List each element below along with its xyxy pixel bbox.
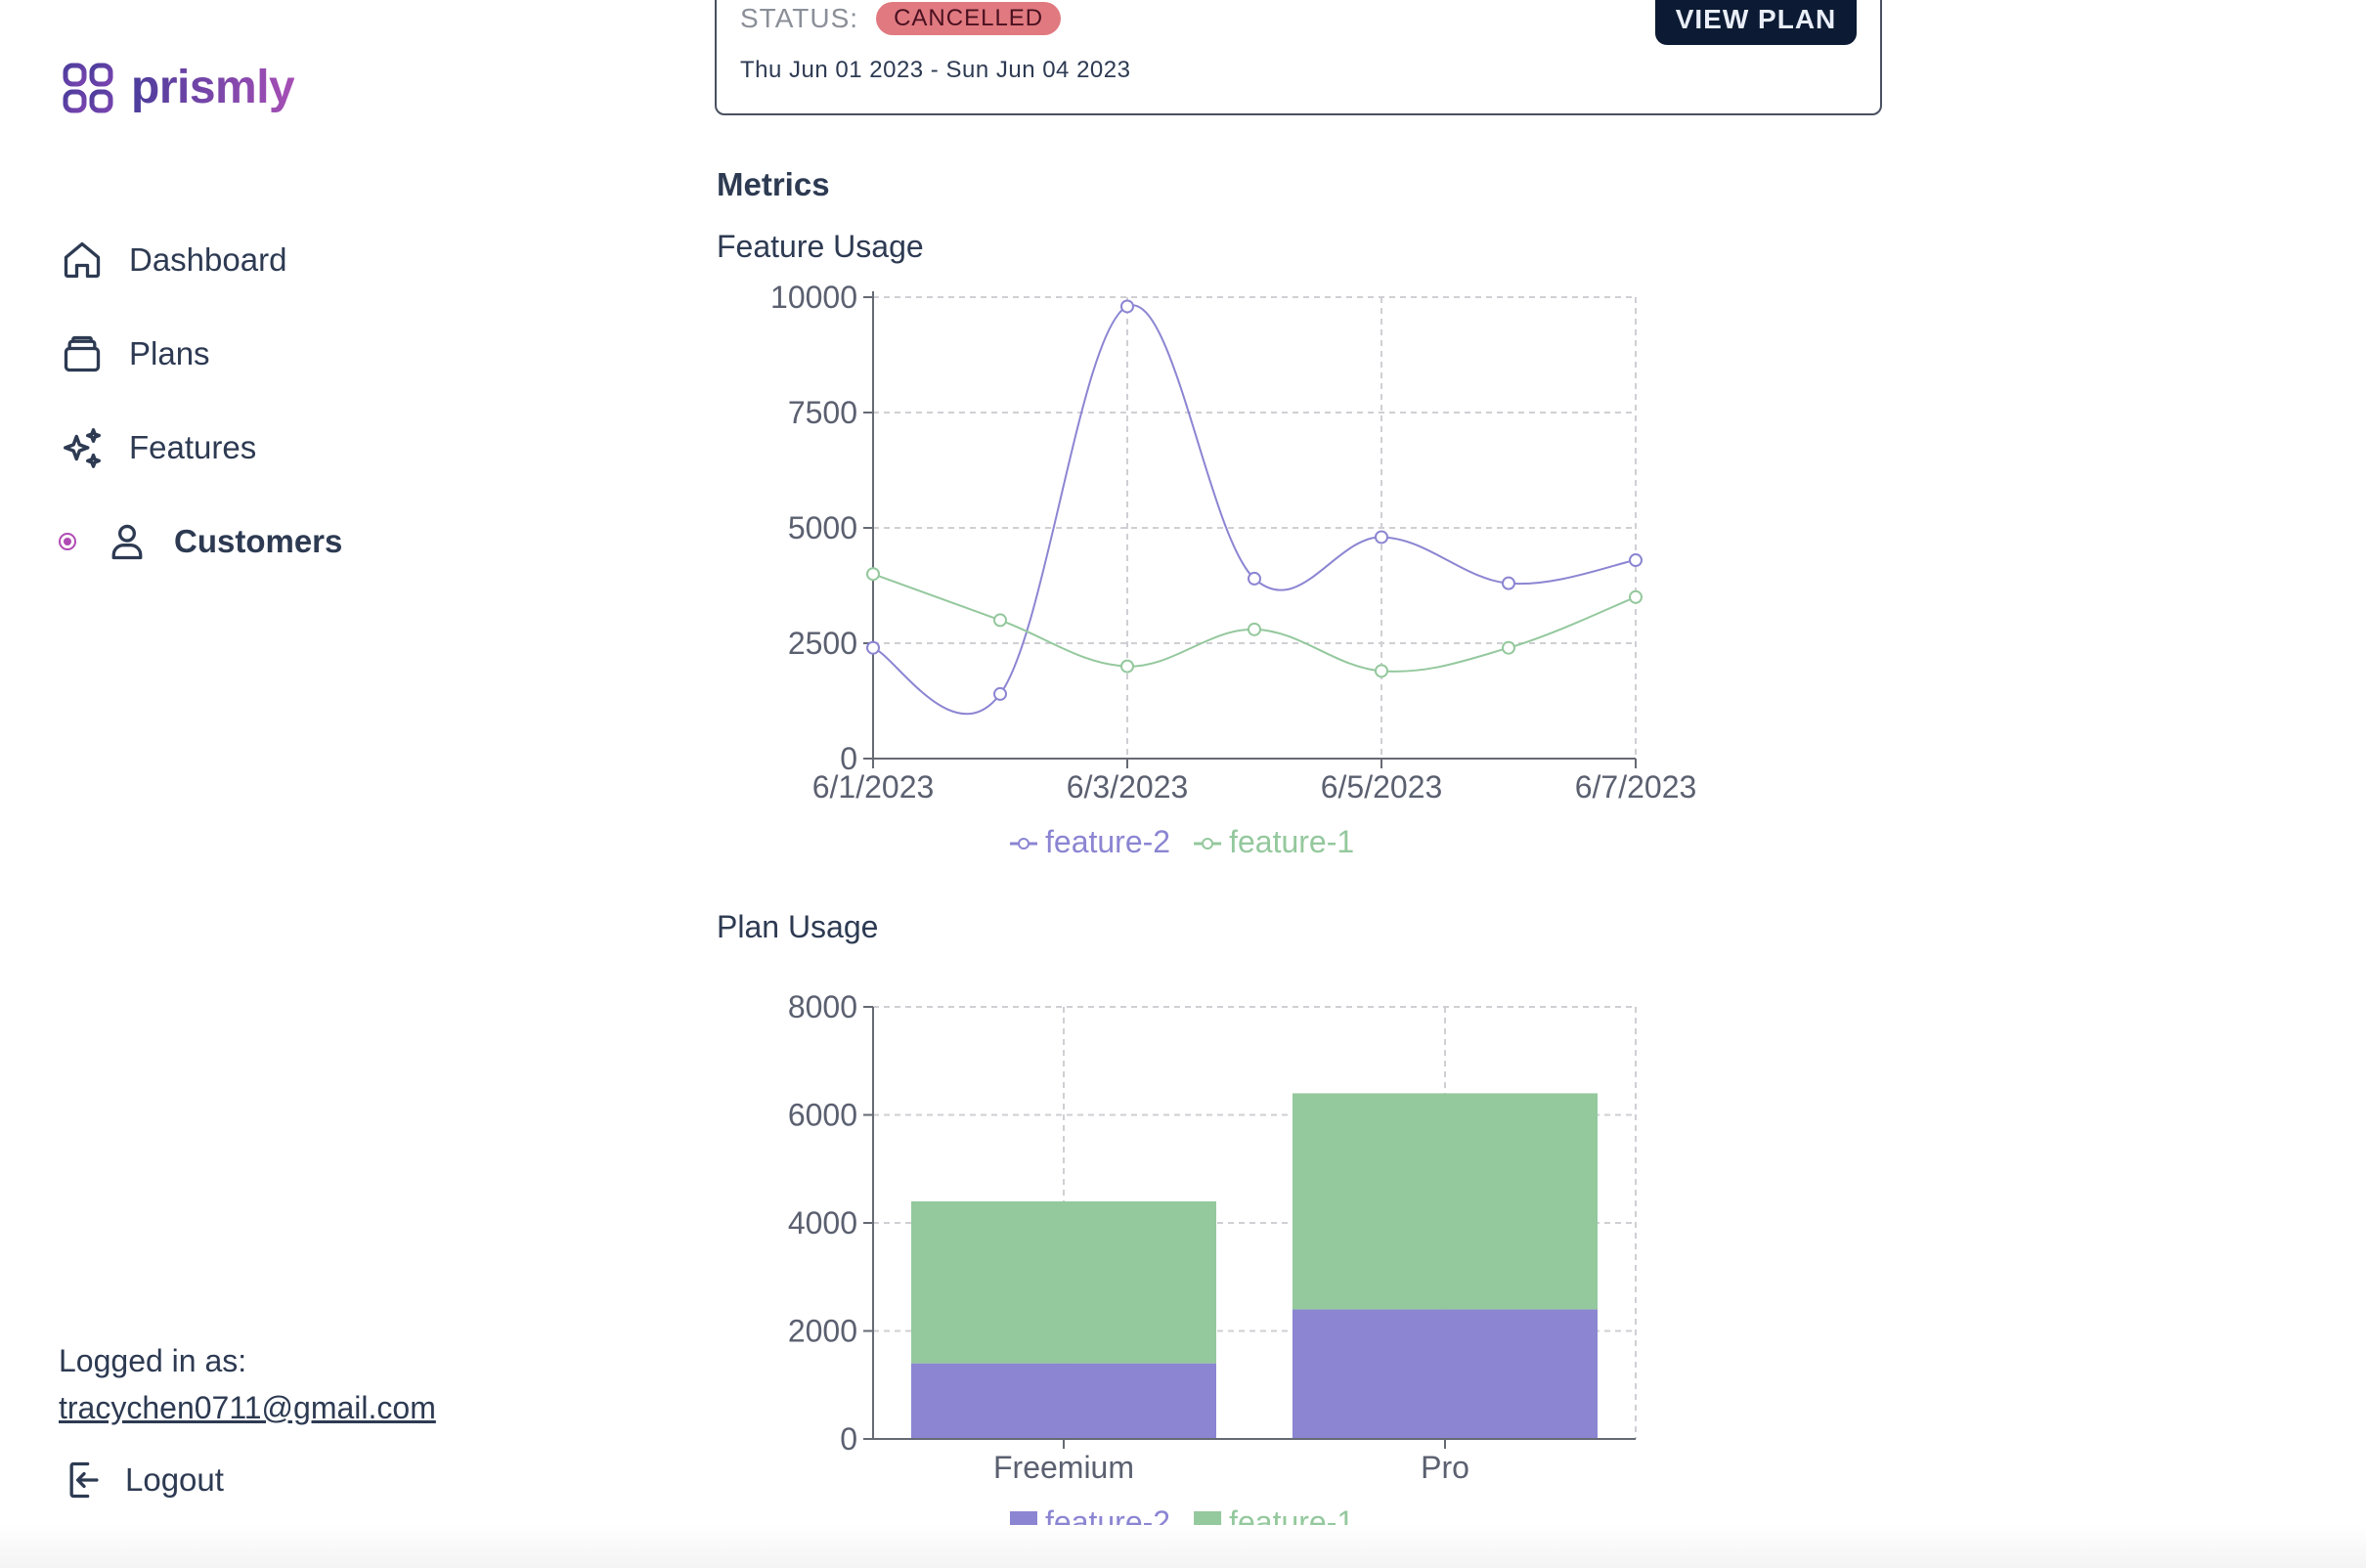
data-point-feature-1 xyxy=(1375,664,1388,678)
x-tick-label: Freemium xyxy=(993,1450,1134,1485)
y-tick-label: 8000 xyxy=(788,989,857,1024)
sidebar-item-label: Features xyxy=(129,429,257,465)
x-tick-label: 6/5/2023 xyxy=(1321,769,1443,805)
cards-icon xyxy=(59,330,106,377)
y-tick-label: 7500 xyxy=(788,395,857,430)
logout-label: Logout xyxy=(125,1461,224,1498)
data-point-feature-1 xyxy=(1629,589,1643,604)
logout-button[interactable]: Logout xyxy=(63,1459,224,1502)
active-indicator-icon xyxy=(59,533,76,550)
view-plan-button[interactable]: VIEW PLAN xyxy=(1655,0,1857,45)
data-point-feature-2 xyxy=(1629,553,1643,568)
data-point-feature-1 xyxy=(993,613,1007,628)
sidebar-item-label: Dashboard xyxy=(129,241,287,278)
data-point-feature-1 xyxy=(1120,659,1134,674)
data-point-feature-1 xyxy=(866,567,880,582)
sidebar-item-customers[interactable]: Customers xyxy=(59,514,342,569)
feature-usage-title: Feature Usage xyxy=(717,229,924,264)
y-tick-label: 0 xyxy=(840,741,857,776)
brand-logo[interactable]: prismly xyxy=(63,61,295,114)
x-tick-label: Pro xyxy=(1421,1450,1469,1485)
grid-logo-icon xyxy=(63,63,113,112)
logout-icon xyxy=(69,1461,99,1499)
metrics-title: Metrics xyxy=(717,166,830,202)
status-badge: CANCELLED xyxy=(876,2,1062,35)
sidebar-item-features[interactable]: Features xyxy=(59,420,256,475)
data-point-feature-2 xyxy=(993,686,1007,701)
data-point-feature-2 xyxy=(1375,530,1388,544)
sparkles-icon xyxy=(59,424,106,471)
bottom-edge xyxy=(0,1525,2366,1568)
login-label: Logged in as: xyxy=(59,1343,247,1378)
y-tick-label: 2500 xyxy=(788,626,857,661)
x-tick-label: 6/7/2023 xyxy=(1575,769,1697,805)
sidebar: prismly Dashboard Plans xyxy=(0,0,626,1568)
y-tick-label: 5000 xyxy=(788,510,857,545)
data-point-feature-1 xyxy=(1248,622,1261,636)
plan-date-range: Thu Jun 01 2023 - Sun Jun 04 2023 xyxy=(740,57,1131,83)
y-tick-label: 0 xyxy=(840,1421,857,1457)
status-row: STATUS: CANCELLED xyxy=(740,2,1062,35)
data-point-feature-2 xyxy=(866,640,880,655)
data-point-feature-2 xyxy=(1120,299,1134,314)
legend-label: feature-1 xyxy=(1229,824,1354,859)
user-email-link[interactable]: tracychen0711@gmail.com xyxy=(59,1390,436,1425)
legend-marker-icon xyxy=(1202,838,1214,849)
sidebar-item-label: Plans xyxy=(129,335,210,371)
brand-name: prismly xyxy=(131,62,295,113)
legend-label: feature-2 xyxy=(1045,824,1170,859)
plan-card: STATUS: CANCELLED Thu Jun 01 2023 - Sun … xyxy=(715,0,1882,115)
bar-feature-1 xyxy=(1293,1093,1598,1310)
user-icon xyxy=(104,518,151,565)
sidebar-item-label: Customers xyxy=(174,523,343,559)
data-point-feature-1 xyxy=(1502,640,1515,655)
plan-usage-title: Plan Usage xyxy=(717,909,879,944)
data-point-feature-2 xyxy=(1248,571,1261,586)
y-tick-label: 10000 xyxy=(770,280,857,315)
bar-feature-1 xyxy=(911,1200,1216,1364)
y-tick-label: 6000 xyxy=(788,1098,857,1133)
home-icon xyxy=(59,237,106,283)
login-info: Logged in as: tracychen0711@gmail.com xyxy=(59,1337,436,1431)
data-point-feature-2 xyxy=(1502,576,1515,590)
sidebar-item-dashboard[interactable]: Dashboard xyxy=(59,233,286,287)
bar-feature-2 xyxy=(1293,1309,1598,1439)
x-tick-label: 6/3/2023 xyxy=(1067,769,1189,805)
sidebar-item-plans[interactable]: Plans xyxy=(59,327,210,381)
status-label: STATUS: xyxy=(740,3,859,33)
legend-marker-icon xyxy=(1018,838,1030,849)
y-tick-label: 4000 xyxy=(788,1205,857,1241)
y-tick-label: 2000 xyxy=(788,1314,857,1349)
x-tick-label: 6/1/2023 xyxy=(812,769,935,805)
bar-feature-2 xyxy=(911,1363,1216,1439)
